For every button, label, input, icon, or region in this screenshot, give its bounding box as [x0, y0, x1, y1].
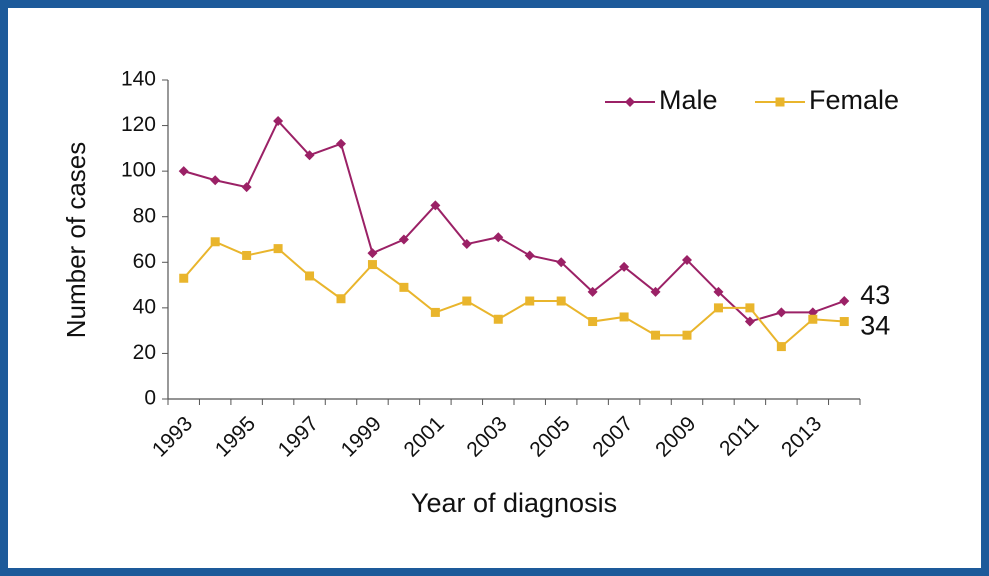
marker — [525, 296, 535, 306]
marker — [588, 317, 598, 327]
marker — [682, 330, 692, 340]
legend-label: Male — [659, 85, 718, 115]
marker — [210, 237, 220, 247]
marker — [462, 296, 472, 306]
marker — [241, 182, 252, 193]
marker — [682, 255, 692, 266]
marker — [619, 312, 629, 322]
marker — [273, 244, 283, 254]
marker — [556, 257, 567, 268]
marker — [587, 286, 598, 297]
marker — [776, 342, 786, 352]
marker — [713, 286, 724, 297]
marker — [305, 271, 315, 281]
legend-label: Female — [809, 85, 899, 115]
marker — [650, 286, 661, 297]
x-axis-label: Year of diagnosis — [411, 488, 617, 518]
marker — [178, 166, 189, 177]
marker — [398, 234, 409, 245]
series-line — [182, 240, 845, 349]
y-tick-label: 20 — [133, 341, 156, 364]
marker — [304, 150, 315, 161]
marker — [367, 260, 377, 270]
y-tick-label: 140 — [121, 68, 156, 91]
legend-marker — [625, 97, 635, 107]
marker — [461, 239, 472, 250]
marker — [242, 250, 252, 260]
marker — [839, 317, 849, 327]
marker — [493, 232, 504, 243]
end-label: 34 — [860, 311, 890, 341]
marker — [210, 175, 221, 186]
marker — [430, 307, 440, 317]
marker — [399, 282, 409, 292]
marker — [336, 294, 346, 304]
marker — [713, 303, 723, 313]
marker — [179, 273, 189, 283]
marker — [524, 250, 535, 261]
marker — [619, 261, 630, 272]
marker — [556, 296, 566, 306]
y-tick-label: 120 — [121, 113, 156, 136]
marker — [744, 316, 755, 327]
marker — [493, 314, 503, 324]
y-tick-label: 40 — [133, 295, 156, 318]
marker — [776, 307, 787, 318]
y-tick-label: 0 — [144, 387, 156, 410]
marker — [430, 200, 441, 211]
marker — [808, 314, 818, 324]
y-tick-label: 80 — [133, 204, 156, 227]
y-tick-label: 60 — [133, 250, 156, 273]
marker — [839, 296, 850, 307]
marker — [367, 248, 378, 259]
marker — [273, 116, 284, 127]
end-label: 43 — [860, 280, 890, 310]
legend-marker — [775, 97, 785, 107]
marker — [745, 303, 755, 313]
series-line — [183, 119, 845, 323]
marker — [651, 330, 661, 340]
marker — [336, 138, 346, 149]
y-tick-label: 100 — [121, 159, 156, 182]
y-axis-label: Number of cases — [61, 142, 91, 339]
